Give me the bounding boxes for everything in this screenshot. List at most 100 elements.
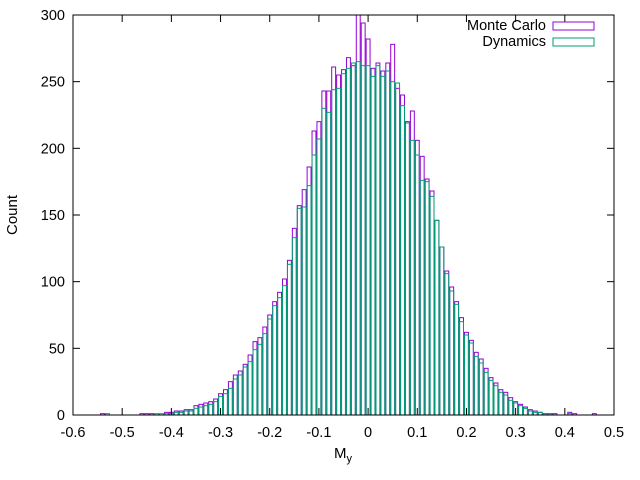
bar-dynamics [247, 361, 253, 415]
bar-dynamics [488, 379, 494, 415]
bar-dynamics [527, 410, 533, 415]
bar-monte-carlo [232, 374, 238, 415]
y-tick-label: 150 [41, 208, 65, 224]
bar-dynamics [385, 70, 391, 415]
bar-monte-carlo [252, 341, 258, 415]
bar-dynamics [404, 122, 410, 415]
bar-dynamics [414, 154, 420, 415]
bar-dynamics [331, 89, 337, 415]
bar-monte-carlo [277, 291, 283, 415]
bar-monte-carlo [282, 278, 287, 415]
bar-monte-carlo [434, 219, 440, 415]
legend: Monte Carlo Dynamics [467, 18, 595, 50]
bar-dynamics [409, 139, 415, 415]
bar-dynamics [513, 402, 519, 415]
bar-dynamics [503, 394, 509, 415]
bar-dynamics [429, 195, 435, 415]
x-tick-label: 0.2 [456, 425, 476, 441]
bar-monte-carlo [429, 190, 435, 415]
bar-monte-carlo [370, 67, 376, 415]
bar-dynamics [178, 411, 184, 415]
bar-dynamics [282, 285, 287, 415]
bar-dynamics [400, 105, 405, 415]
bar-monte-carlo [350, 65, 356, 415]
bar-monte-carlo [375, 62, 381, 415]
bar-monte-carlo [449, 286, 455, 415]
bar-dynamics [306, 185, 312, 415]
bar-dynamics [296, 207, 302, 415]
bar-monte-carlo [478, 358, 484, 415]
bar-monte-carlo [400, 94, 405, 415]
bar-dynamics [449, 290, 455, 415]
bar-dynamics [350, 62, 356, 415]
bar-monte-carlo [183, 409, 189, 415]
bar-dynamics [218, 395, 224, 415]
bar-monte-carlo [390, 43, 396, 415]
bar-dynamics [291, 237, 297, 415]
x-tick-label: 0.1 [407, 425, 427, 441]
bar-monte-carlo [414, 139, 420, 415]
bar-dynamics [345, 67, 351, 415]
bar-dynamics [198, 406, 204, 415]
bar-monte-carlo [262, 326, 268, 415]
bar-dynamics [444, 273, 450, 415]
bar-dynamics [257, 343, 263, 415]
bar-dynamics [242, 366, 248, 415]
bar-monte-carlo [527, 409, 533, 415]
bar-dynamics [213, 401, 219, 415]
bar-monte-carlo [188, 409, 194, 415]
x-tick-label: -0.3 [208, 425, 233, 441]
bar-dynamics [478, 362, 484, 415]
bar-dynamics [498, 391, 504, 415]
bar-monte-carlo [306, 166, 312, 415]
bar-monte-carlo [483, 367, 489, 415]
bar-monte-carlo [301, 189, 307, 415]
bar-monte-carlo [326, 90, 332, 415]
bar-monte-carlo [444, 270, 450, 415]
bar-dynamics [223, 393, 228, 415]
bar-dynamics [365, 65, 371, 415]
bar-dynamics [286, 263, 292, 415]
y-tick-label: 0 [57, 408, 65, 424]
bar-dynamics [459, 321, 464, 415]
bar-monte-carlo [424, 178, 430, 415]
bar-dynamics [395, 82, 401, 415]
bar-monte-carlo [404, 121, 410, 415]
bar-dynamics [355, 61, 361, 415]
bar-dynamics [227, 387, 233, 415]
bar-monte-carlo [341, 69, 346, 415]
bar-dynamics [252, 349, 258, 415]
bar-monte-carlo [316, 121, 322, 415]
bar-monte-carlo [272, 301, 278, 415]
bar-dynamics [419, 179, 425, 415]
x-tick-label: 0.4 [555, 425, 575, 441]
plot-frame [72, 14, 615, 416]
bar-dynamics [532, 411, 538, 415]
bar-monte-carlo [419, 155, 425, 415]
y-tick-label: 300 [41, 8, 65, 24]
bar-monte-carlo [267, 314, 273, 415]
bar-monte-carlo [336, 74, 342, 415]
bar-dynamics [262, 333, 268, 415]
bars-layer [100, 15, 597, 415]
bar-dynamics [380, 75, 386, 415]
legend-label-monte-carlo: Monte Carlo [467, 18, 546, 34]
bar-monte-carlo [198, 403, 204, 415]
y-tick-label: 200 [41, 141, 65, 157]
bar-dynamics [173, 411, 179, 415]
y-tick-label: 100 [41, 275, 65, 291]
y-tick-label: 50 [49, 341, 65, 357]
y-axis-label: Count [4, 194, 21, 235]
bar-dynamics [468, 342, 474, 415]
bar-monte-carlo [296, 205, 302, 415]
bar-monte-carlo [173, 410, 179, 415]
bar-monte-carlo [178, 410, 184, 415]
bar-monte-carlo [203, 402, 209, 415]
ticks-layer: -0.6 -0.5 -0.4 -0.3 -0.2 -0.1 0 0.1 0.2 0.3 0.4 0.5… [41, 8, 624, 441]
bar-monte-carlo [355, 15, 361, 415]
bar-dynamics [523, 407, 528, 415]
bar-monte-carlo [395, 87, 401, 415]
bar-dynamics [267, 318, 273, 415]
